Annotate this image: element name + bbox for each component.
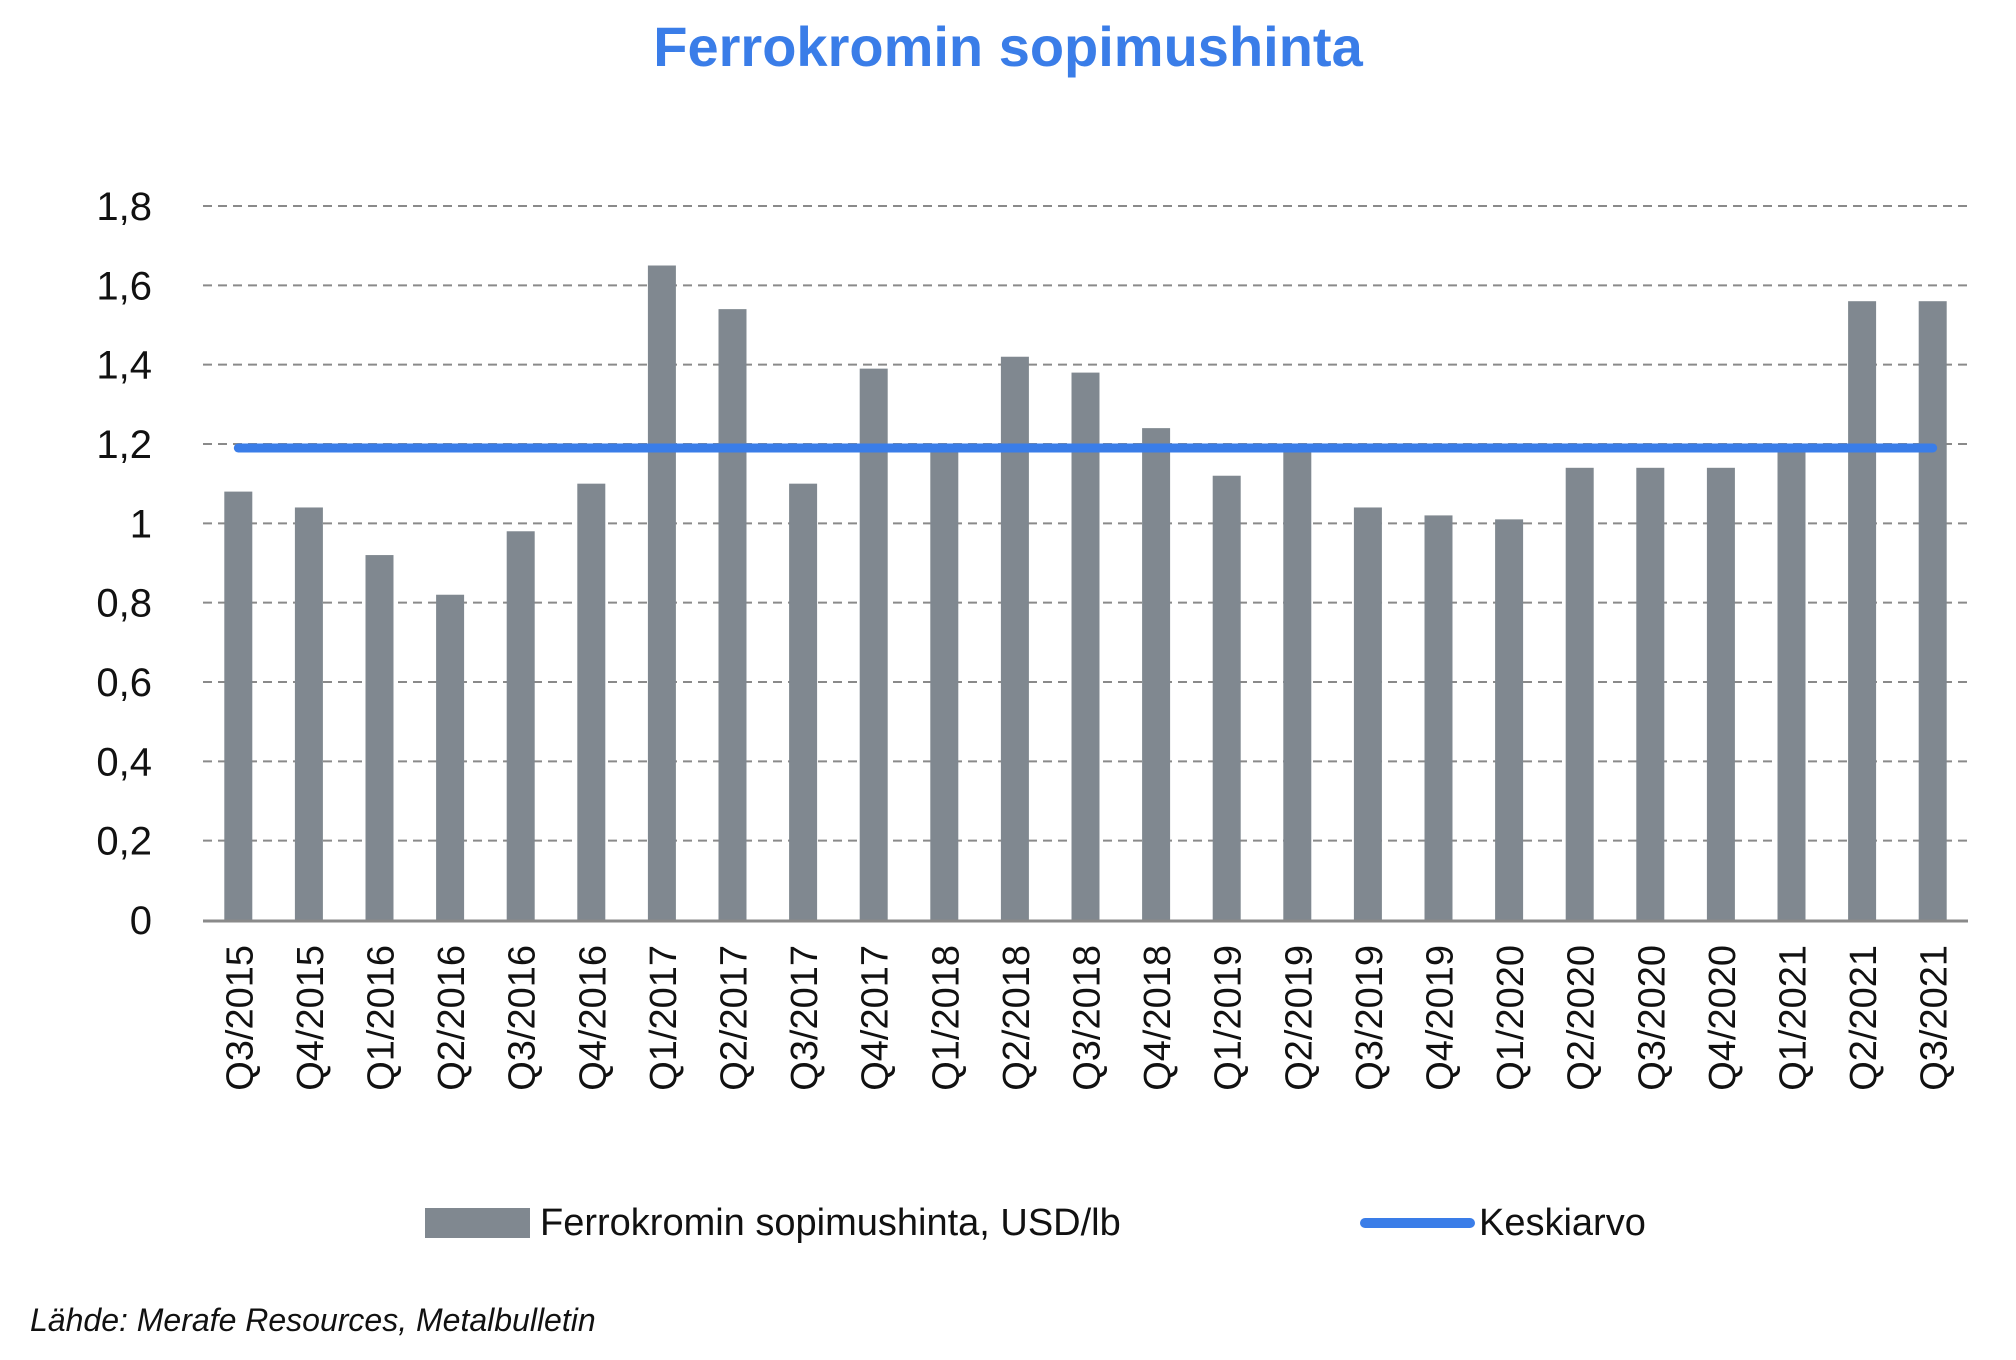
y-tick-label: 0,4 — [96, 740, 152, 784]
x-tick-label: Q4/2019 — [1420, 945, 1462, 1091]
x-tick-label: Q4/2018 — [1137, 945, 1179, 1091]
legend-item-average: Keskiarvo — [1360, 1198, 1646, 1248]
x-tick-label: Q2/2021 — [1843, 945, 1885, 1091]
y-tick-label: 1,8 — [96, 185, 152, 229]
x-tick-label: Q4/2015 — [290, 945, 332, 1091]
x-tick-label: Q3/2018 — [1067, 945, 1109, 1091]
y-tick-label: 0,8 — [96, 582, 152, 626]
bar-Q4/2020 — [1706, 467, 1735, 920]
y-tick-label: 1,4 — [96, 344, 152, 388]
legend-swatch-average — [1360, 1218, 1475, 1228]
y-tick-label: 1,2 — [96, 423, 152, 467]
x-tick-label: Q1/2021 — [1773, 945, 1815, 1091]
bar-Q1/2021 — [1777, 447, 1806, 920]
x-tick-label: Q3/2021 — [1914, 945, 1956, 1091]
bar-Q4/2016 — [577, 483, 606, 920]
x-tick-label: Q3/2017 — [784, 945, 826, 1091]
legend-swatch-bars — [425, 1208, 530, 1238]
x-tick-label: Q1/2020 — [1490, 945, 1532, 1091]
x-tick-label: Q3/2020 — [1631, 945, 1673, 1091]
x-tick-label: Q1/2017 — [643, 945, 685, 1091]
x-tick-label: Q4/2017 — [855, 945, 897, 1091]
x-tick-label: Q2/2019 — [1278, 945, 1320, 1091]
bar-Q2/2018 — [1000, 356, 1029, 920]
bar-Q4/2019 — [1424, 515, 1453, 920]
bar-Q1/2017 — [647, 265, 676, 920]
y-tick-labels: 0 0,2 0,4 0,6 0,8 1 1,2 1,4 1,6 1,8 — [96, 185, 152, 943]
bar-Q3/2020 — [1636, 467, 1665, 920]
y-tick-label: 0,2 — [96, 820, 152, 864]
bar-Q3/2018 — [1071, 372, 1100, 921]
legend-label-bars: Ferrokromin sopimushinta, USD/lb — [540, 1201, 1121, 1244]
y-tick-label: 1 — [130, 502, 152, 546]
x-tick-label: Q1/2019 — [1208, 945, 1250, 1091]
bar-series — [224, 265, 1947, 921]
bar-Q4/2018 — [1142, 428, 1171, 920]
y-tick-label: 0,6 — [96, 661, 152, 705]
bar-Q2/2021 — [1848, 301, 1877, 920]
bar-Q4/2015 — [294, 507, 323, 920]
chart-title: Ferrokromin sopimushinta — [653, 15, 1363, 78]
y-tick-label: 0 — [130, 899, 152, 943]
bar-Q3/2015 — [224, 491, 253, 920]
bar-Q2/2019 — [1283, 447, 1312, 920]
x-tick-label: Q3/2019 — [1349, 945, 1391, 1091]
legend-item-bars: Ferrokromin sopimushinta, USD/lb — [425, 1198, 1121, 1248]
bar-Q3/2016 — [506, 531, 535, 920]
x-tick-labels: Q3/2015 Q4/2015 Q1/2016 Q2/2016 Q3/2016 Q4/20… — [219, 945, 1955, 1091]
x-tick-label: Q3/2015 — [219, 945, 261, 1091]
x-tick-label: Q2/2017 — [714, 945, 756, 1091]
x-tick-label: Q1/2018 — [925, 945, 967, 1091]
bar-Q1/2019 — [1212, 475, 1241, 920]
bar-Q4/2017 — [859, 368, 888, 921]
x-tick-label: Q2/2018 — [996, 945, 1038, 1091]
bar-Q2/2020 — [1565, 467, 1594, 920]
bar-Q3/2017 — [789, 483, 818, 920]
bar-Q2/2017 — [718, 309, 747, 921]
legend-label-average: Keskiarvo — [1479, 1201, 1646, 1244]
y-tick-label: 1,6 — [96, 264, 152, 308]
x-tick-label: Q2/2020 — [1561, 945, 1603, 1091]
bar-Q2/2016 — [436, 594, 465, 920]
bar-Q1/2020 — [1495, 519, 1524, 920]
bar-Q1/2016 — [365, 555, 394, 920]
bar-Q3/2019 — [1353, 507, 1382, 920]
source-note: Lähde: Merafe Resources, Metalbulletin — [30, 1302, 596, 1338]
x-tick-label: Q4/2020 — [1702, 945, 1744, 1091]
x-tick-label: Q1/2016 — [361, 945, 403, 1091]
bar-Q1/2018 — [930, 447, 959, 920]
x-tick-label: Q2/2016 — [431, 945, 473, 1091]
x-tick-label: Q3/2016 — [502, 945, 544, 1091]
bar-Q3/2021 — [1918, 301, 1947, 920]
x-tick-label: Q4/2016 — [572, 945, 614, 1091]
